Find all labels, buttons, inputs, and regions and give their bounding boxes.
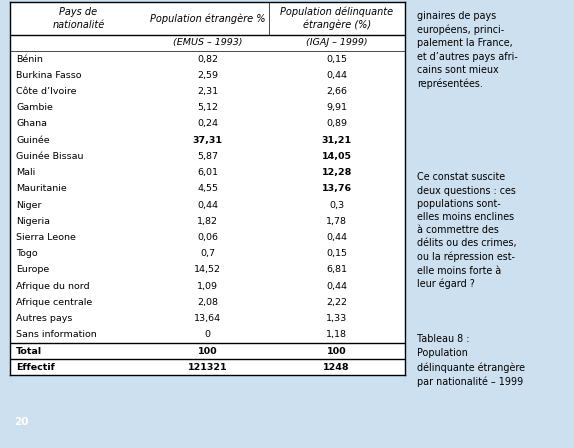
Text: (IGAJ – 1999): (IGAJ – 1999)	[306, 38, 367, 47]
Text: 6,01: 6,01	[197, 168, 218, 177]
Text: 37,31: 37,31	[192, 136, 223, 145]
Text: 0,44: 0,44	[326, 233, 347, 242]
Text: 1,18: 1,18	[326, 330, 347, 340]
Text: 1,09: 1,09	[197, 282, 218, 291]
Text: Autres pays: Autres pays	[16, 314, 73, 323]
Text: Ghana: Ghana	[16, 120, 47, 129]
Text: Population étrangère %: Population étrangère %	[150, 13, 265, 24]
Text: 5,87: 5,87	[197, 152, 218, 161]
Text: Sans information: Sans information	[16, 330, 97, 340]
Text: (EMUS – 1993): (EMUS – 1993)	[173, 38, 242, 47]
Text: 0,15: 0,15	[326, 249, 347, 258]
Text: 1248: 1248	[323, 363, 350, 372]
Text: Mauritanie: Mauritanie	[16, 184, 67, 194]
Text: 9,91: 9,91	[326, 103, 347, 112]
Text: 0,06: 0,06	[197, 233, 218, 242]
Text: Europe: Europe	[16, 266, 49, 275]
Text: Mali: Mali	[16, 168, 36, 177]
Text: Niger: Niger	[16, 201, 42, 210]
Text: 2,22: 2,22	[326, 298, 347, 307]
Text: 6,81: 6,81	[326, 266, 347, 275]
Text: 0,3: 0,3	[329, 201, 344, 210]
Text: Ce constat suscite
deux questions : ces
populations sont-
elles moins enclines
à: Ce constat suscite deux questions : ces …	[417, 172, 517, 289]
Text: Tableau 8 :
Population
délinquante étrangère
par nationalité – 1999: Tableau 8 : Population délinquante étran…	[417, 334, 525, 387]
Text: Guinée: Guinée	[16, 136, 50, 145]
Text: Afrique centrale: Afrique centrale	[16, 298, 92, 307]
Text: 13,76: 13,76	[321, 184, 352, 194]
Text: 13,64: 13,64	[194, 314, 221, 323]
Text: Afrique du nord: Afrique du nord	[16, 282, 90, 291]
Text: 20: 20	[14, 417, 29, 427]
Text: Nigeria: Nigeria	[16, 217, 51, 226]
Text: 2,66: 2,66	[326, 87, 347, 96]
Text: 0,15: 0,15	[326, 55, 347, 64]
Text: 100: 100	[327, 347, 347, 356]
Text: Total: Total	[16, 347, 42, 356]
Text: 31,21: 31,21	[321, 136, 352, 145]
Text: 2,31: 2,31	[197, 87, 218, 96]
Text: 1,78: 1,78	[326, 217, 347, 226]
Text: 5,12: 5,12	[197, 103, 218, 112]
Text: Pays de
nationalité: Pays de nationalité	[52, 7, 104, 30]
Text: 0,44: 0,44	[326, 282, 347, 291]
Text: 1,33: 1,33	[326, 314, 347, 323]
Text: 14,52: 14,52	[194, 266, 221, 275]
Text: 0,44: 0,44	[197, 201, 218, 210]
Text: Effectif: Effectif	[16, 363, 55, 372]
Text: 121321: 121321	[188, 363, 227, 372]
Text: Gambie: Gambie	[16, 103, 53, 112]
Text: 12,28: 12,28	[321, 168, 352, 177]
Text: Guinée Bissau: Guinée Bissau	[16, 152, 84, 161]
Text: 100: 100	[197, 347, 218, 356]
Text: Sierra Leone: Sierra Leone	[16, 233, 76, 242]
Text: 2,59: 2,59	[197, 71, 218, 80]
Text: 0,82: 0,82	[197, 55, 218, 64]
Text: Bénin: Bénin	[16, 55, 43, 64]
Text: 0: 0	[204, 330, 211, 340]
Text: 1,82: 1,82	[197, 217, 218, 226]
Text: Togo: Togo	[16, 249, 38, 258]
Text: 0,24: 0,24	[197, 120, 218, 129]
Text: 0,7: 0,7	[200, 249, 215, 258]
Text: Population délinquante
étrangère (%): Population délinquante étrangère (%)	[280, 7, 393, 30]
Text: 2,08: 2,08	[197, 298, 218, 307]
Text: 0,44: 0,44	[326, 71, 347, 80]
Text: 4,55: 4,55	[197, 184, 218, 194]
Text: 0,89: 0,89	[326, 120, 347, 129]
Text: Burkina Fasso: Burkina Fasso	[16, 71, 82, 80]
Text: Côte d’Ivoire: Côte d’Ivoire	[16, 87, 77, 96]
Text: 14,05: 14,05	[321, 152, 352, 161]
Text: ginaires de pays
européens, princi-
palement la France,
et d’autres pays afri-
c: ginaires de pays européens, princi- pale…	[417, 11, 518, 89]
